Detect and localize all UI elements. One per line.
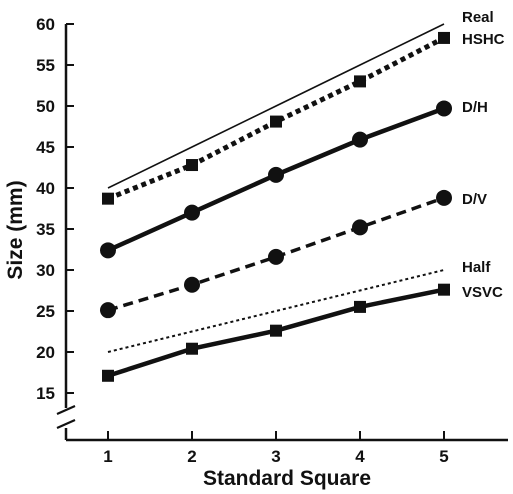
y-tick-label: 45 [36,138,55,157]
data-point-hshc [102,192,114,205]
y-tick-label: 20 [36,343,55,362]
y-tick-label: 40 [36,179,55,198]
x-tick-label: 1 [103,447,112,466]
y-tick-label: 50 [36,97,55,116]
y-tick-label: 55 [36,56,55,75]
data-point-vsvc [354,300,366,313]
series-labels: Real HSHC D/H D/V Half VSVC [462,9,505,301]
axes [56,24,508,442]
y-tick-label: 15 [36,384,55,403]
series-label-vsvc: VSVC [462,284,503,301]
series-label-d-h: D/H [462,99,488,116]
data-point-vsvc [186,342,198,355]
data-point-hshc [270,115,282,128]
data-point-d-h [352,131,368,148]
series-label-hshc: HSHC [462,31,505,48]
data-point-vsvc [270,324,282,337]
series-line-hshc [107,35,446,201]
series-label-real: Real [462,9,494,26]
y-axis-title: Size (mm) [4,180,27,279]
series-label-half: Half [462,259,491,276]
data-point-d-h [100,242,116,259]
x-ticks: 1 2 3 4 5 [103,431,449,466]
x-tick-label: 3 [271,447,280,466]
data-point-d-h [184,204,200,221]
y-axis-break-mark-1 [56,404,76,416]
series-line-half [107,269,445,353]
data-point-d-v [184,276,200,293]
data-point-hshc [186,159,198,172]
series-line-real [107,23,445,189]
data-point-hshc [354,75,366,88]
data-point-d-v [352,219,368,236]
data-point-d-h [268,166,284,183]
data-point-hshc [438,31,450,44]
data-point-d-v [268,248,284,265]
y-tick-label: 25 [36,302,55,321]
data-point-d-h [436,100,452,117]
data-point-d-v [436,189,452,206]
y-tick-label: 35 [36,220,55,239]
series-layer [100,23,452,382]
y-ticks: 15 20 25 30 35 40 45 50 55 60 [36,15,74,403]
series-label-d-v: D/V [462,191,487,208]
data-point-d-v [100,302,116,319]
data-point-vsvc [102,369,114,382]
y-tick-label: 30 [36,261,55,280]
x-tick-label: 4 [355,447,365,466]
x-axis-title: Standard Square [203,467,371,490]
x-tick-label: 5 [439,447,448,466]
y-axis-break-mark-2 [56,418,76,430]
y-tick-label: 60 [36,15,55,34]
data-point-vsvc [438,283,450,296]
x-tick-label: 2 [187,447,196,466]
